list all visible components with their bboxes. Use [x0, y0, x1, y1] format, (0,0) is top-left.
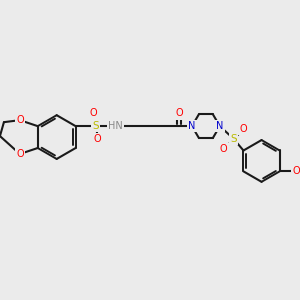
Text: N: N [188, 121, 196, 131]
Text: S: S [92, 121, 99, 131]
Text: HN: HN [108, 121, 123, 131]
Text: O: O [94, 134, 101, 144]
Text: O: O [16, 115, 24, 125]
Text: O: O [90, 108, 97, 118]
Text: O: O [16, 149, 24, 159]
Text: O: O [220, 144, 228, 154]
Text: O: O [175, 108, 183, 118]
Text: S: S [230, 134, 237, 144]
Text: O: O [293, 167, 300, 176]
Text: N: N [216, 121, 224, 131]
Text: O: O [240, 124, 248, 134]
